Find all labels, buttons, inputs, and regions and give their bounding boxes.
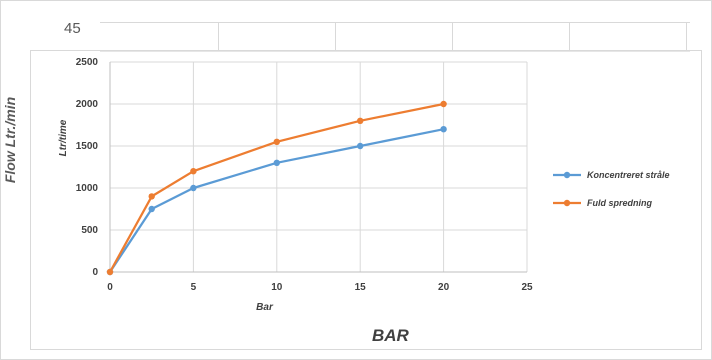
- x-tick-label: 5: [191, 282, 197, 293]
- data-point: [190, 184, 197, 192]
- strip-divider: [218, 23, 219, 51]
- legend-marker: [563, 171, 571, 179]
- data-point: [190, 168, 197, 175]
- y-tick-label: 1500: [76, 141, 99, 152]
- x-tick-label: 20: [438, 282, 450, 293]
- y-tick-label: 500: [81, 225, 98, 236]
- x-tick-label: 25: [521, 282, 533, 293]
- data-point: [357, 142, 364, 150]
- x-axis-title: Bar: [256, 302, 274, 313]
- x-tick-label: 10: [271, 282, 283, 293]
- strip-divider: [569, 23, 570, 51]
- y-tick-label: 0: [92, 267, 98, 278]
- y-tick-label: 2000: [76, 99, 99, 110]
- series-line: [109, 128, 444, 273]
- data-point: [273, 159, 280, 166]
- data-point: [273, 138, 280, 145]
- data-point: [357, 117, 364, 125]
- header-strip: [100, 22, 690, 52]
- data-point: [148, 205, 155, 213]
- page-number: 45: [64, 20, 81, 37]
- strip-divider: [335, 23, 336, 51]
- chart-area: [30, 50, 702, 350]
- y-tick-label: 2500: [76, 57, 99, 68]
- legend-marker: [563, 199, 571, 207]
- data-point: [106, 268, 114, 276]
- series-line: [109, 102, 444, 273]
- data-point: [440, 100, 447, 108]
- data-point: [440, 126, 447, 133]
- x-tick-label: 15: [355, 282, 367, 293]
- legend-label: Koncentreret stråle: [587, 170, 670, 180]
- y-axis-title: Ltr/time: [58, 119, 69, 156]
- strip-divider: [452, 23, 453, 51]
- outer-x-axis-title: BAR: [372, 326, 409, 345]
- data-point: [148, 193, 155, 200]
- x-tick-label: 0: [107, 282, 113, 293]
- strip-divider: [686, 23, 687, 51]
- legend-label: Fuld spredning: [587, 198, 652, 208]
- y-tick-label: 1000: [76, 183, 99, 194]
